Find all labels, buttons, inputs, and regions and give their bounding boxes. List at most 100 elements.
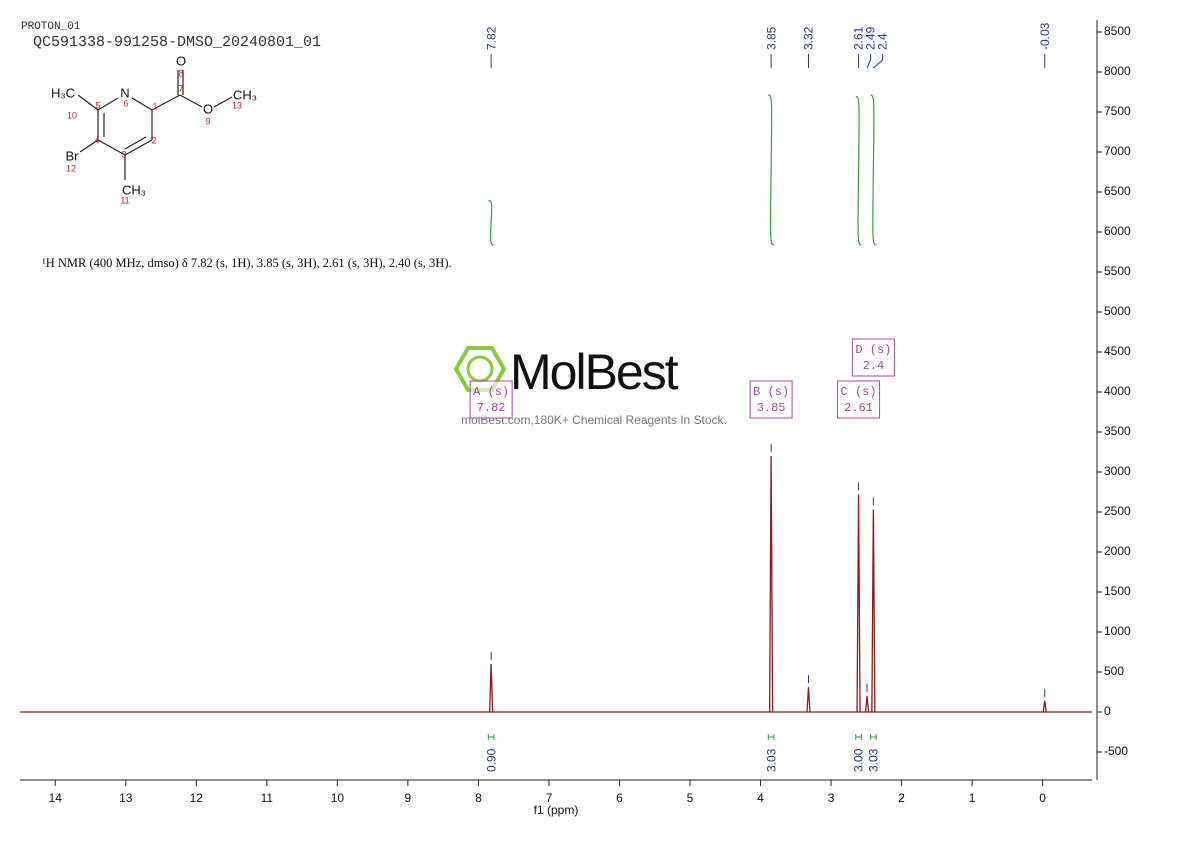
x-tick-label: 3: [828, 791, 835, 805]
x-tick-label: 12: [190, 791, 204, 805]
peak: [488, 663, 494, 713]
atom-label: O: [203, 101, 213, 116]
atom-number: 6: [123, 98, 128, 108]
peak-label: 2.49: [864, 26, 878, 50]
y-tick-label: 0: [1104, 704, 1111, 718]
description: ¹H NMR (400 MHz, dmso) δ 7.82 (s, 1H), 3…: [42, 256, 452, 270]
integral-label: 3.00: [852, 748, 866, 772]
integral-curve: [768, 94, 775, 246]
integral-bracket: [487, 734, 495, 740]
multiplet-label: C (s): [841, 385, 877, 399]
watermark-brand: MolBest: [510, 344, 679, 400]
peak-label: 2.61: [852, 26, 866, 50]
peak: [864, 695, 870, 713]
atom-number: 13: [232, 100, 242, 110]
y-tick-label: 5000: [1104, 304, 1131, 318]
atom-number: 1: [152, 101, 157, 111]
atom-label: H₃C: [51, 85, 75, 100]
multiplet-label: B (s): [753, 385, 789, 399]
y-tick-label: 6000: [1104, 224, 1131, 238]
atom-number: 8: [178, 68, 183, 78]
y-tick-label: 1500: [1104, 584, 1131, 598]
peak-label-leader: [866, 54, 872, 69]
y-tick-label: 3500: [1104, 424, 1131, 438]
integral-bracket: [870, 734, 877, 740]
y-tick-label: 7000: [1104, 144, 1131, 158]
x-tick-label: 7: [546, 791, 553, 805]
x-tick-label: 4: [757, 791, 764, 805]
x-tick-label: 13: [119, 791, 133, 805]
atom-number: 7: [178, 83, 183, 93]
peak: [1042, 700, 1047, 713]
multiplet-box: [749, 380, 793, 419]
atom-number: 2: [151, 135, 156, 145]
multiplet-label: A (s): [473, 385, 509, 399]
atom-number: 3: [121, 149, 126, 159]
multiplet-box: [837, 380, 881, 419]
atom-number: 12: [66, 163, 76, 173]
y-tick-label: 4000: [1104, 384, 1131, 398]
x-tick-label: 5: [687, 791, 694, 805]
y-tick-label: 6500: [1104, 184, 1131, 198]
y-tick-label: 8000: [1104, 64, 1131, 78]
atom-label: N: [120, 85, 129, 100]
atom-number: 5: [95, 100, 100, 110]
y-tick-label: 1000: [1104, 624, 1131, 638]
peak-label: 3.85: [764, 26, 778, 50]
integral-label: 0.90: [484, 748, 498, 772]
atom-number: 10: [67, 110, 77, 120]
integral-curve: [870, 94, 877, 246]
integral-bracket: [767, 734, 775, 740]
atom-label: CH₃: [122, 182, 146, 197]
peak-label: 7.82: [484, 26, 498, 50]
peak: [856, 494, 861, 713]
multiplet-box: [469, 380, 513, 419]
integral-curve: [488, 199, 495, 246]
structure-bonds: [77, 70, 233, 180]
x-tick-label: 2: [898, 791, 905, 805]
x-tick-label: 6: [616, 791, 623, 805]
integral-curve: [855, 95, 862, 246]
integral-label: 3.03: [764, 748, 778, 772]
atom-number: 4: [94, 135, 99, 145]
y-tick-label: 500: [1104, 664, 1124, 678]
y-tick-label: -500: [1104, 744, 1128, 758]
y-tick-label: 3000: [1104, 464, 1131, 478]
multiplet-shift: 2.61: [844, 401, 873, 415]
atom-label: CH₃: [233, 87, 257, 102]
multiplet-box: [851, 338, 895, 377]
y-tick-label: 8500: [1104, 24, 1131, 38]
x-tick-label: 9: [405, 791, 412, 805]
x-tick-label: 0: [1039, 791, 1046, 805]
multiplet-shift: 7.82: [477, 401, 506, 415]
peak: [768, 455, 774, 713]
peak-label: -0.03: [1038, 22, 1052, 50]
multiplet-shift: 2.4: [863, 359, 885, 373]
y-tick-label: 5500: [1104, 264, 1131, 278]
atom-label: Br: [66, 148, 80, 163]
peak: [871, 509, 876, 713]
x-tick-label: 8: [475, 791, 482, 805]
x-tick-label: 14: [49, 791, 63, 805]
peak-label-leader: [873, 54, 884, 69]
peak: [806, 687, 811, 713]
atom-label: O: [176, 53, 186, 68]
atom-number: 11: [120, 195, 129, 205]
header: PROTON_01: [21, 21, 81, 33]
x-tick-label: 10: [331, 791, 345, 805]
x-tick-label: 11: [261, 791, 274, 805]
atom-number: 9: [205, 116, 210, 126]
peak-label: 3.32: [802, 26, 816, 50]
multiplet-shift: 3.85: [757, 401, 786, 415]
x-axis-label: f1 (ppm): [534, 803, 579, 817]
y-tick-label: 2500: [1104, 504, 1131, 518]
peak-label: 2.4: [876, 33, 890, 50]
integral-label: 3.03: [867, 748, 881, 772]
multiplet-label: D (s): [855, 343, 891, 357]
y-tick-label: 2000: [1104, 544, 1131, 558]
watermark-tagline: molBest.com,180K+ Chemical Reagents In S…: [461, 413, 727, 427]
chart-title: QC591338-991258-DMSO_20240801_01: [33, 34, 321, 51]
integral-bracket: [855, 734, 862, 740]
x-tick-label: 1: [969, 791, 976, 805]
